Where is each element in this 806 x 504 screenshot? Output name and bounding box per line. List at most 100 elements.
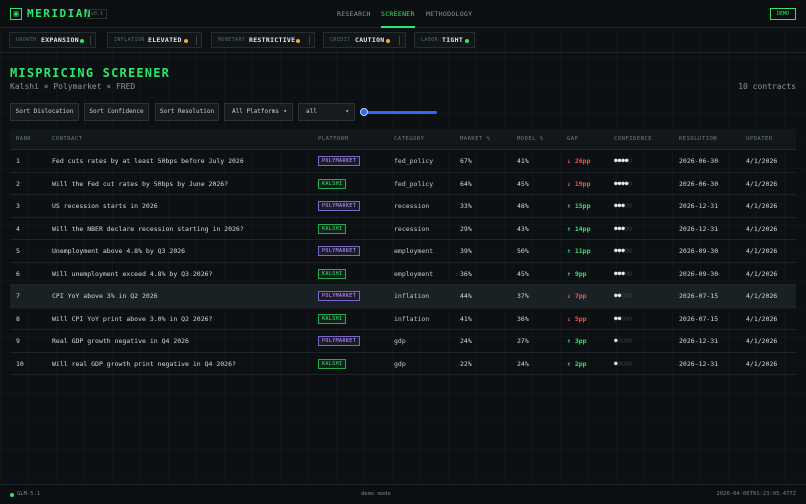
filled-dot-icon: ● (614, 202, 618, 209)
empty-dot-icon: ○ (624, 202, 629, 209)
empty-dot-icon: ○ (628, 202, 633, 209)
platform-select[interactable]: All Platforms ▾ (224, 103, 293, 121)
model-cell: 27% (517, 337, 529, 345)
confidence-meter: ●●○○○ (614, 308, 632, 330)
timestamp-label: 2026-04-06T01:23:05.477Z (716, 491, 796, 497)
indicator-value: TIGHT (442, 36, 464, 44)
category-cell: recession (394, 224, 430, 233)
indicator-value: RESTRICTIVE (249, 36, 296, 44)
column-header-rank[interactable]: RANK (16, 136, 32, 142)
empty-dot-icon: ○ (628, 359, 633, 367)
empty-dot-icon: ○ (624, 269, 629, 277)
table-row[interactable]: 6 Will unemployment exceed 4.8% by Q3 202… (10, 263, 796, 285)
column-header-model[interactable]: MODEL % (517, 136, 544, 142)
indicator-value: EXPANSION (41, 36, 79, 44)
market-cell: 41% (460, 314, 472, 323)
updated-cell: 4/1/2026 (746, 337, 778, 345)
platform-badge: POLYMARKET (318, 156, 361, 166)
table-row[interactable]: 8 Will CPI YoY print above 3.0% in Q2 202… (10, 308, 796, 330)
resolution-cell: 2026-09-30 (679, 269, 719, 278)
table-row[interactable]: 3 US recession starts in 2026 POLYMARKET re… (10, 195, 796, 218)
empty-dot-icon: ○ (624, 224, 629, 232)
rank-cell: 4 (16, 224, 20, 233)
table-row[interactable]: 5 Unemployment above 4.8% by Q3 2026 POLYM… (10, 240, 796, 263)
nav-research[interactable]: RESEARCH (337, 10, 371, 18)
top-bar: ▣ MERIDIAN v0.1 RESEARCH SCREENER METHOD… (0, 0, 806, 28)
column-header-gap[interactable]: GAP (567, 136, 579, 142)
indicator-inflation: INFLATION ELEVATED (107, 32, 202, 48)
model-label: GLM-5.1 (17, 491, 41, 497)
category-select[interactable]: all ▾ (298, 103, 355, 121)
column-header-category[interactable]: CATEGORY (394, 136, 425, 142)
sort-confidence-button[interactable]: Sort Confidence (84, 103, 149, 121)
updated-cell: 4/1/2026 (746, 202, 778, 210)
column-header-contract[interactable]: CONTRACT (52, 136, 83, 142)
column-header-confidence[interactable]: CONFIDENCE (614, 136, 653, 142)
gap-value: ↑ 11pp (567, 247, 591, 255)
rank-cell: 5 (16, 247, 20, 255)
platform-badge: POLYMARKET (318, 291, 361, 301)
indicator-key: CREDIT (330, 37, 351, 43)
platform-badge: KALSHI (318, 358, 347, 369)
nav-methodology[interactable]: METHODOLOGY (426, 10, 473, 18)
platform-badge: POLYMARKET (318, 336, 361, 346)
column-header-updated[interactable]: UPDATED (746, 136, 773, 142)
filled-dot-icon: ● (624, 157, 629, 164)
empty-dot-icon: ○ (617, 359, 622, 367)
table-row[interactable]: 10 Will real GDP growth print negative in… (10, 353, 796, 375)
table-header: RANK CONTRACT PLATFORM CATEGORY MARKET %… (10, 129, 796, 150)
empty-dot-icon: ○ (628, 179, 633, 187)
indicator-key: MONETARY (218, 37, 246, 43)
status-dot-icon (465, 39, 469, 43)
column-header-resolution[interactable]: RESOLUTION (679, 136, 718, 142)
nav-screener[interactable]: SCREENER (381, 0, 415, 28)
category-cell: inflation (394, 314, 430, 323)
demo-button[interactable]: DEMO (770, 8, 796, 20)
model-cell: 50% (517, 247, 529, 255)
filled-dot-icon: ● (614, 337, 618, 344)
column-header-platform[interactable]: PLATFORM (318, 136, 349, 142)
table-row[interactable]: 2 Will the Fed cut rates by 50bps by June… (10, 173, 796, 195)
market-cell: 24% (460, 337, 472, 345)
empty-dot-icon: ○ (628, 247, 633, 254)
table-row[interactable]: 1 Fed cuts rates by at least 50bps before… (10, 150, 796, 173)
category-cell: recession (394, 202, 430, 210)
min-gap-slider[interactable] (360, 108, 437, 116)
model-cell: 43% (517, 224, 529, 233)
market-cell: 22% (460, 359, 472, 368)
indicator-labor: LABOR TIGHT (414, 32, 475, 48)
confidence-meter: ●●●●○ (614, 150, 632, 172)
sort-dislocation-button[interactable]: Sort Dislocation (10, 103, 79, 121)
filled-dot-icon: ● (624, 179, 629, 187)
filled-dot-icon: ● (614, 224, 618, 232)
column-header-market[interactable]: MARKET % (460, 136, 491, 142)
table-row[interactable]: 7 CPI YoY above 3% in Q2 2026 POLYMARKET in… (10, 285, 796, 308)
slider-track[interactable] (361, 111, 437, 114)
indicator-credit: CREDIT CAUTION (323, 32, 406, 48)
model-cell: 36% (517, 314, 529, 323)
model-cell: 24% (517, 359, 529, 368)
empty-dot-icon: ○ (624, 337, 629, 344)
page-subtitle: Kalshi × Polymarket × FRED (10, 82, 136, 91)
chevron-down-icon: ▾ (345, 108, 349, 115)
sort-resolution-button[interactable]: Sort Resolution (155, 103, 219, 121)
resolution-cell: 2026-07-15 (679, 314, 719, 323)
rank-cell: 1 (16, 157, 20, 165)
updated-cell: 4/1/2026 (746, 359, 778, 368)
filled-dot-icon: ● (621, 179, 625, 187)
model-cell: 45% (517, 179, 529, 188)
platform-badge: POLYMARKET (318, 246, 361, 256)
table-row[interactable]: 4 Will the NBER declare recession startin… (10, 218, 796, 240)
contract-cell: Will the Fed cut rates by 50bps by June … (52, 179, 229, 188)
rank-cell: 10 (16, 359, 24, 368)
status-dot-icon (10, 493, 14, 497)
updated-cell: 4/1/2026 (746, 247, 778, 255)
divider (399, 36, 400, 45)
table-row[interactable]: 9 Real GDP growth negative in Q4 2026 POLY… (10, 330, 796, 353)
platform-badge: KALSHI (318, 268, 347, 279)
indicator-value: CAUTION (355, 36, 385, 44)
market-cell: 33% (460, 202, 472, 210)
gap-value: ↓ 7pp (567, 292, 587, 300)
slider-thumb[interactable] (360, 108, 368, 116)
gap-value: ↑ 15pp (567, 202, 591, 210)
